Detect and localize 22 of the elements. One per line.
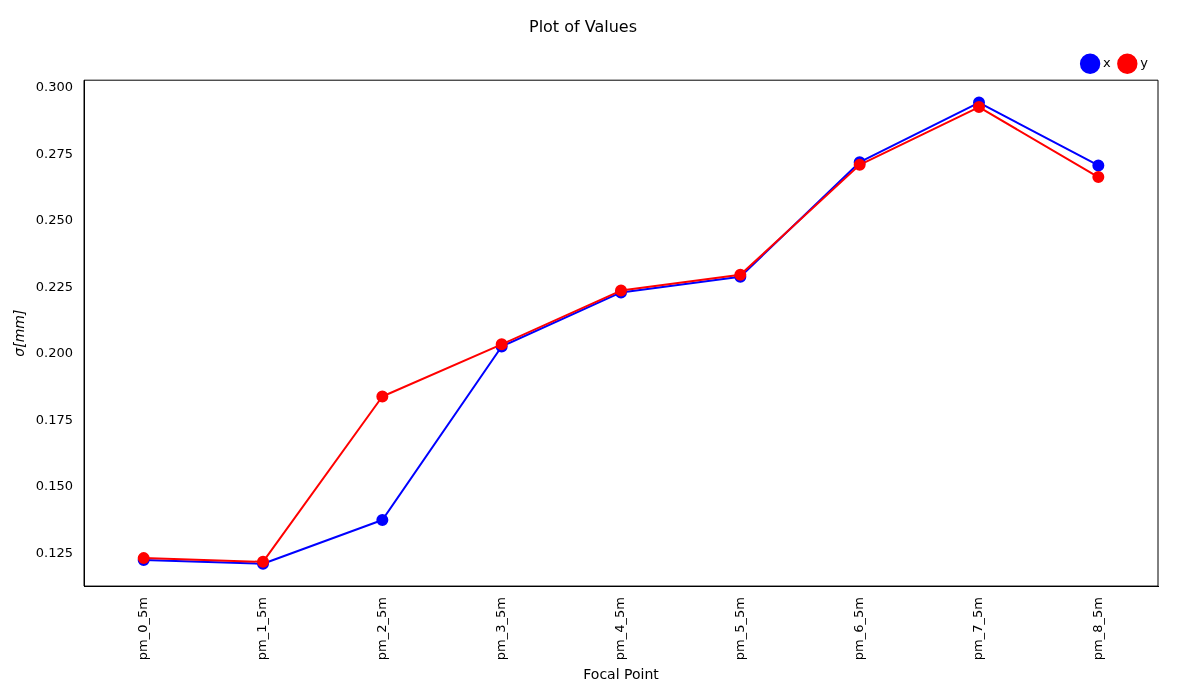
y-tick-label: 0.275 (35, 145, 74, 161)
x-tick-label: pm_4_5m (612, 597, 628, 661)
y-tick-label: 0.250 (35, 212, 74, 228)
legend-label: x (1103, 55, 1112, 71)
x-tick-label: pm_0_5m (135, 597, 151, 661)
x-tick-label: pm_6_5m (851, 597, 867, 661)
legend-label: y (1140, 55, 1149, 71)
x-tick-label: pm_1_5m (254, 597, 270, 661)
x-tick-label: pm_5_5m (731, 597, 747, 661)
y-tick-label: 0.200 (35, 345, 74, 361)
y-axis-title: σ[mm] (11, 309, 28, 357)
x-tick-label: pm_8_5m (1089, 597, 1105, 661)
chart-title: Plot of Values (528, 16, 638, 36)
x-tick-label: pm_3_5m (493, 597, 509, 661)
y-tick-label: 0.225 (35, 278, 74, 294)
x-tick-label: pm_7_5m (970, 597, 986, 661)
y-tick-label: 0.150 (35, 478, 74, 494)
y-tick-label: 0.300 (35, 79, 74, 95)
x-axis-title: Focal Point (583, 666, 660, 683)
x-tick-label: pm_2_5m (373, 597, 389, 661)
y-tick-label: 0.175 (35, 411, 74, 427)
y-tick-label: 0.125 (35, 544, 74, 560)
